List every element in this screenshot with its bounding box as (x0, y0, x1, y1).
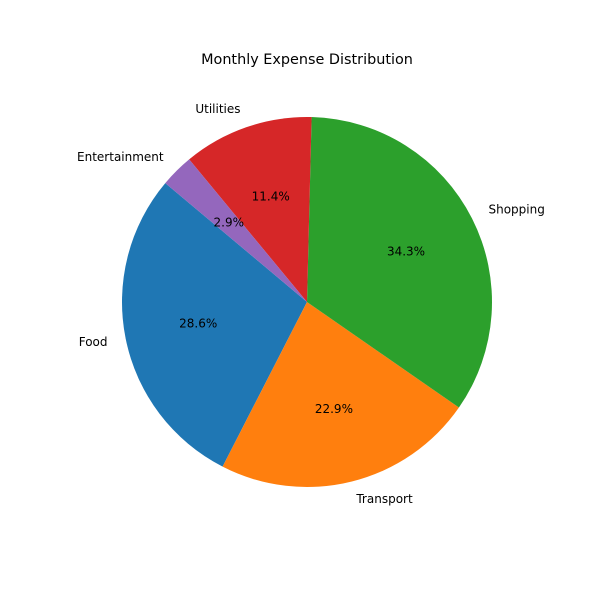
pie-slice-entertainment (165, 159, 307, 302)
slice-label-transport: Transport (355, 492, 413, 506)
slice-label-shopping: Shopping (488, 202, 544, 216)
slice-label-entertainment: Entertainment (77, 150, 164, 164)
slice-label-utilities: Utilities (195, 102, 240, 116)
chart-title: Monthly Expense Distribution (201, 52, 413, 68)
slice-percent-utilities: 11.4% (252, 190, 290, 204)
pie-slices (121, 117, 492, 488)
pie-labels: Food 28.6% Transport 22.9% Shopping 34.3% Util… (77, 102, 545, 506)
slice-percent-food: 28.6% (179, 316, 217, 330)
slice-label-food: Food (79, 335, 108, 349)
slice-percent-entertainment: 2.9% (214, 216, 245, 230)
slice-percent-shopping: 34.3% (387, 244, 425, 258)
pie-slice-transport (222, 302, 459, 488)
slice-percent-transport: 22.9% (315, 402, 353, 416)
pie-slice-food (121, 183, 307, 467)
pie-slice-utilities (189, 117, 312, 302)
pie-slice-shopping (307, 117, 492, 408)
